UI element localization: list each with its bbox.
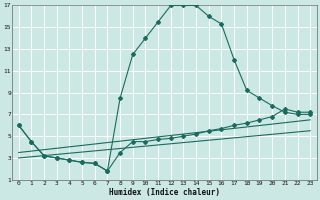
X-axis label: Humidex (Indice chaleur): Humidex (Indice chaleur)	[109, 188, 220, 197]
